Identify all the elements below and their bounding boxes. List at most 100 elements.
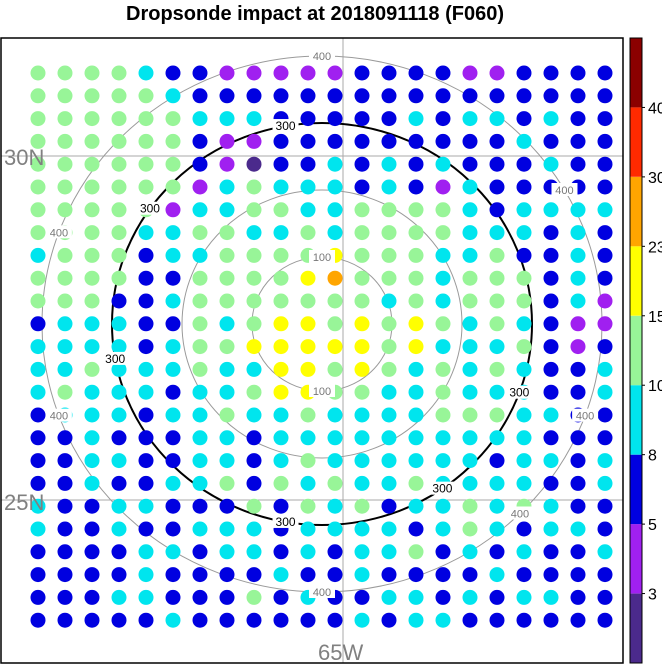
impact-dot <box>273 453 289 469</box>
impact-dot <box>273 339 289 355</box>
impact-dot <box>516 316 532 332</box>
impact-dot <box>219 567 235 583</box>
lon-label-65w: 65W <box>318 640 363 664</box>
impact-dots <box>30 65 613 628</box>
impact-dot <box>327 361 343 377</box>
impact-dot <box>408 361 424 377</box>
impact-dot <box>489 270 505 286</box>
impact-dot <box>516 202 532 218</box>
impact-dot <box>246 339 262 355</box>
impact-dot <box>597 156 613 172</box>
impact-dot <box>111 156 127 172</box>
impact-dot <box>327 293 343 309</box>
impact-dot <box>192 384 208 400</box>
impact-dot <box>30 247 46 263</box>
impact-dot <box>408 498 424 514</box>
ring-label-bg <box>45 408 72 422</box>
impact-dot <box>327 521 343 537</box>
impact-dot <box>516 270 532 286</box>
impact-dot <box>354 293 370 309</box>
impact-dot <box>570 65 586 81</box>
impact-dot <box>246 88 262 104</box>
impact-dot <box>543 247 559 263</box>
impact-dot <box>462 179 478 195</box>
impact-dot <box>219 133 235 149</box>
impact-dot <box>408 475 424 491</box>
impact-dot <box>30 453 46 469</box>
impact-dot <box>354 498 370 514</box>
impact-dot <box>138 339 154 355</box>
impact-dot <box>435 453 451 469</box>
ring-label-bg <box>506 385 533 399</box>
impact-dot <box>516 361 532 377</box>
impact-dot <box>192 179 208 195</box>
impact-dot <box>462 407 478 423</box>
impact-dot <box>246 247 262 263</box>
impact-dot <box>111 475 127 491</box>
ring-label-400: 400 <box>555 185 573 197</box>
impact-dot <box>57 293 73 309</box>
impact-dot <box>570 339 586 355</box>
map-area: 100 100 300 300 300 300 300 300 400 400 400 400 400 4… <box>1 38 623 663</box>
colorbar-label: 40 <box>648 100 662 117</box>
impact-dot <box>300 612 316 628</box>
impact-dot <box>246 453 262 469</box>
impact-dot <box>165 589 181 605</box>
impact-dot <box>327 133 343 149</box>
impact-dot <box>111 133 127 149</box>
colorbar-label: 8 <box>648 448 657 465</box>
impact-dot <box>273 475 289 491</box>
impact-dot <box>30 65 46 81</box>
ring-label-300: 300 <box>105 352 125 366</box>
impact-dot <box>543 589 559 605</box>
impact-dot <box>597 453 613 469</box>
impact-dot <box>165 133 181 149</box>
impact-dot <box>381 453 397 469</box>
ring-label-300: 300 <box>140 202 160 216</box>
ring-labels: 100 100 300 300 300 300 300 300 400 400 400 400 400 4… <box>45 49 599 599</box>
impact-dot <box>597 612 613 628</box>
impact-dot <box>138 361 154 377</box>
impact-dot <box>435 65 451 81</box>
ring-label-bg <box>572 408 599 422</box>
impact-dot <box>111 111 127 127</box>
impact-dot <box>138 316 154 332</box>
impact-dot <box>381 88 397 104</box>
impact-dot <box>300 430 316 446</box>
impact-dot <box>516 567 532 583</box>
impact-dot <box>165 156 181 172</box>
impact-dot <box>570 384 586 400</box>
impact-dot <box>30 430 46 446</box>
impact-dot <box>543 293 559 309</box>
impact-dot <box>489 475 505 491</box>
impact-dot <box>489 65 505 81</box>
impact-dot <box>84 111 100 127</box>
impact-dot <box>273 225 289 241</box>
impact-dot <box>30 475 46 491</box>
impact-dot <box>516 133 532 149</box>
impact-dot <box>138 270 154 286</box>
impact-dot <box>543 225 559 241</box>
impact-dot <box>543 567 559 583</box>
impact-dot <box>435 293 451 309</box>
impact-dot <box>570 133 586 149</box>
impact-dot <box>435 156 451 172</box>
impact-dot <box>30 384 46 400</box>
impact-dot <box>192 612 208 628</box>
colorbar-segment <box>630 246 642 316</box>
impact-dot <box>246 156 262 172</box>
impact-dot <box>57 567 73 583</box>
impact-dot <box>192 339 208 355</box>
impact-dot <box>300 88 316 104</box>
impact-dot <box>381 361 397 377</box>
impact-dot <box>84 384 100 400</box>
impact-dot <box>219 225 235 241</box>
impact-dot <box>354 407 370 423</box>
impact-dot <box>327 225 343 241</box>
impact-dot <box>273 65 289 81</box>
impact-dot <box>408 225 424 241</box>
impact-dot <box>462 453 478 469</box>
impact-dot <box>327 316 343 332</box>
impact-dot <box>165 202 181 218</box>
impact-dot <box>219 316 235 332</box>
